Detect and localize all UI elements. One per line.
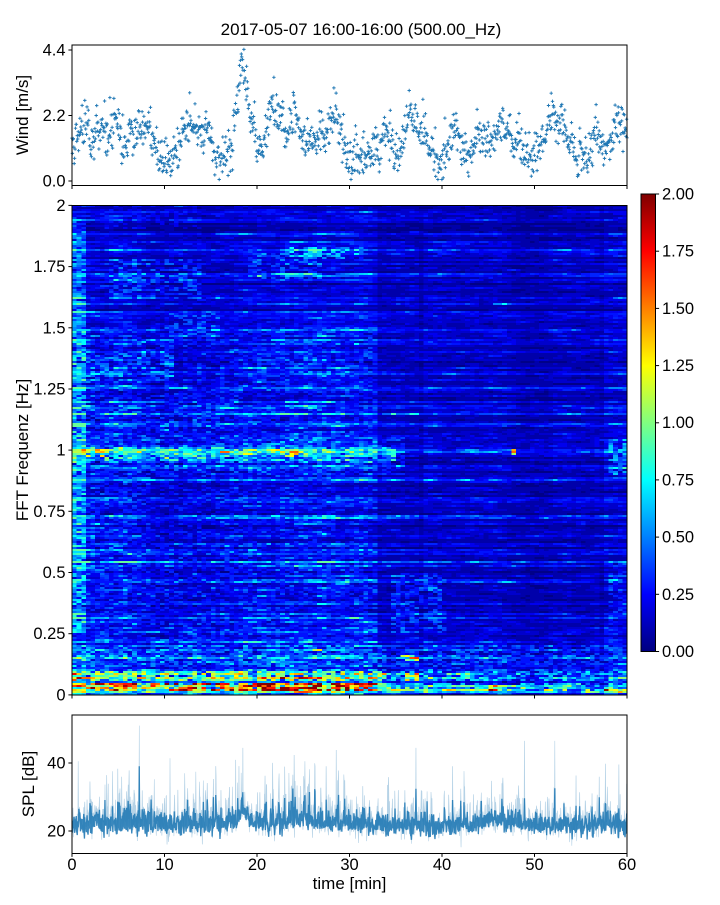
svg-text:30: 30 [340,856,358,874]
svg-text:20: 20 [248,856,266,874]
svg-text:0.75: 0.75 [33,503,65,521]
svg-text:1.75: 1.75 [662,243,694,261]
svg-text:0.25: 0.25 [662,586,694,604]
svg-text:1: 1 [56,442,65,460]
svg-text:0: 0 [56,686,65,704]
svg-text:0.50: 0.50 [662,529,694,547]
svg-text:40: 40 [433,856,451,874]
svg-text:0.00: 0.00 [662,643,694,661]
svg-text:50: 50 [525,856,543,874]
svg-text:0.75: 0.75 [662,471,694,489]
svg-text:Wind [m/s]: Wind [m/s] [13,75,32,155]
svg-text:0: 0 [67,856,76,874]
svg-text:1.00: 1.00 [662,414,694,432]
svg-text:time [min]: time [min] [313,874,387,893]
svg-text:2.00: 2.00 [662,186,694,204]
svg-text:SPL [dB]: SPL [dB] [19,751,38,817]
svg-text:1.75: 1.75 [33,258,65,276]
svg-text:4.4: 4.4 [43,42,66,60]
svg-text:0.5: 0.5 [43,564,66,582]
svg-text:2: 2 [56,197,65,215]
svg-text:20: 20 [47,823,65,841]
svg-text:0.25: 0.25 [33,625,65,643]
svg-text:40: 40 [47,755,65,773]
svg-text:10: 10 [155,856,173,874]
svg-text:1.50: 1.50 [662,300,694,318]
svg-text:2.2: 2.2 [43,107,66,125]
svg-text:1.5: 1.5 [43,319,66,337]
svg-text:0.0: 0.0 [43,173,66,191]
svg-text:60: 60 [618,856,636,874]
svg-text:FFT Frequenz [Hz]: FFT Frequenz [Hz] [13,379,32,521]
svg-text:1.25: 1.25 [662,357,694,375]
svg-text:1.25: 1.25 [33,381,65,399]
svg-text:2017-05-07 16:00-16:00 (500.00: 2017-05-07 16:00-16:00 (500.00_Hz) [221,20,502,39]
